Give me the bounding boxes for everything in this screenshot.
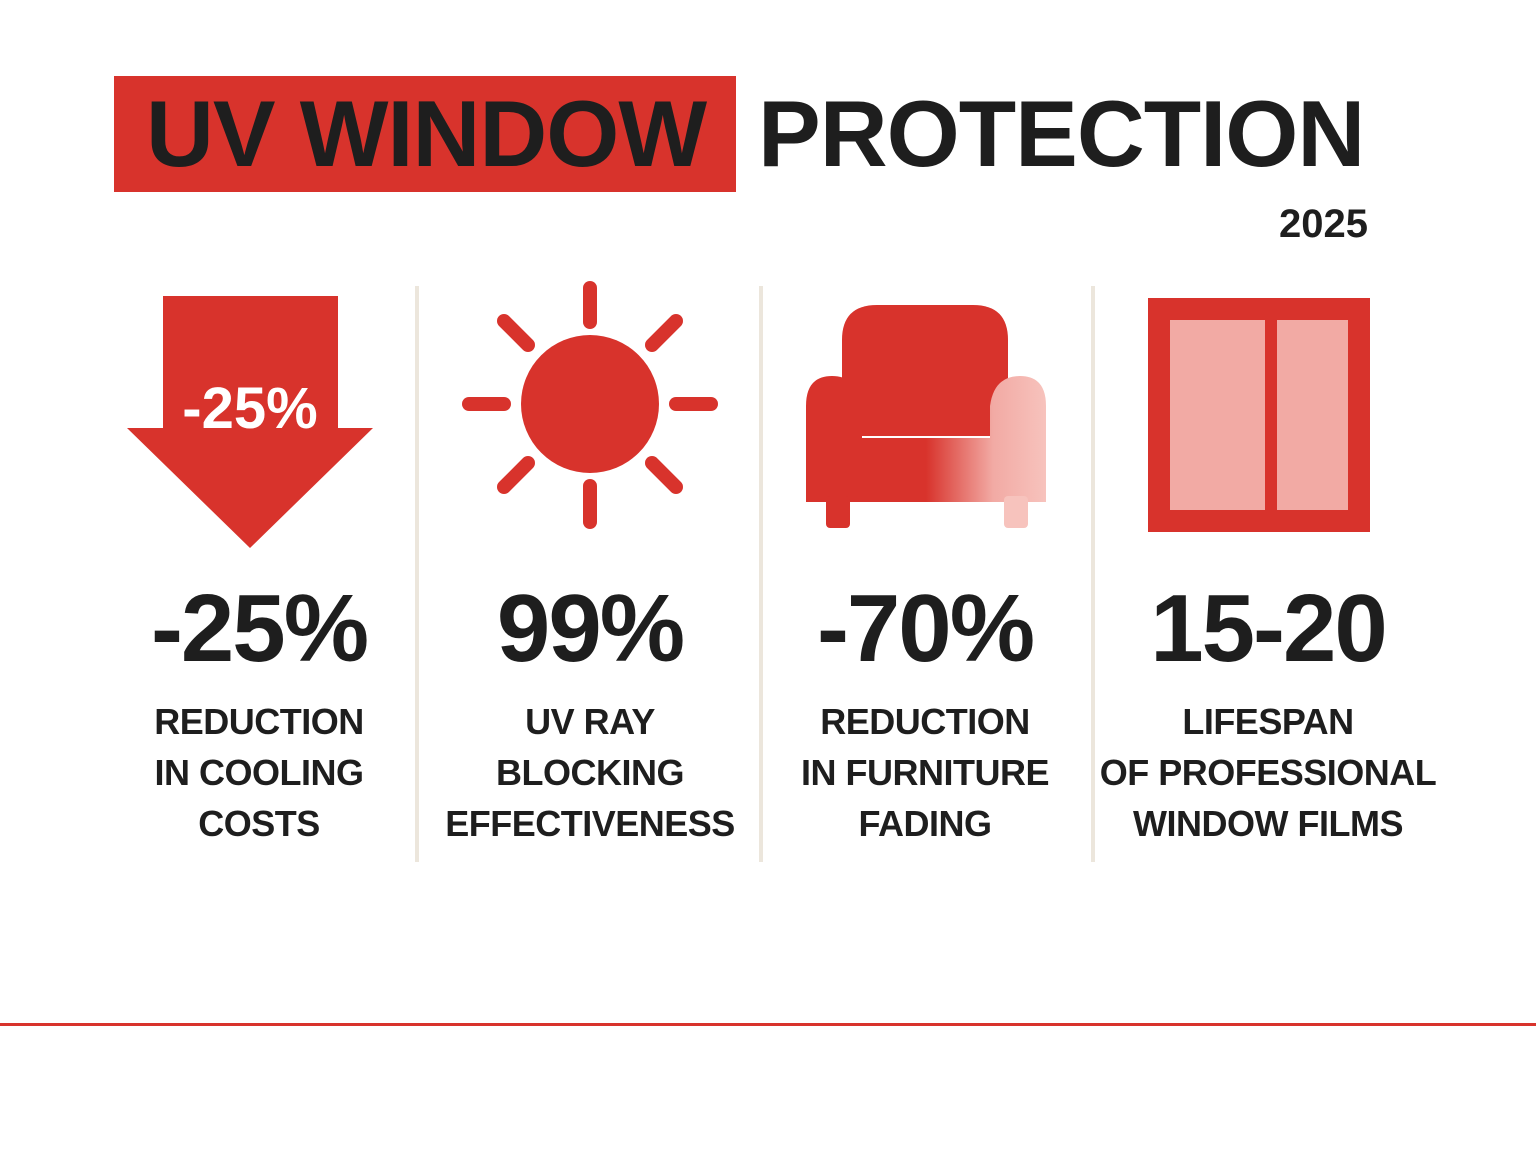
stat-description-line: IN FURNITURE bbox=[801, 752, 1050, 793]
stat-description-line: EFFECTIVENESS bbox=[445, 803, 735, 844]
down-arrow-icon: -25% bbox=[114, 280, 404, 550]
arrow-label: -25% bbox=[182, 376, 317, 441]
stat-description-line: UV RAY bbox=[525, 701, 655, 742]
stat-description: LIFESPAN OF PROFESSIONAL WINDOW FILMS bbox=[1100, 696, 1437, 849]
sun-icon-graphic bbox=[462, 281, 718, 529]
title-rest-text: PROTECTION bbox=[758, 81, 1365, 186]
bottom-rule bbox=[0, 1023, 1536, 1026]
stat-description-line: IN COOLING bbox=[154, 752, 365, 793]
sun-icon bbox=[440, 280, 740, 550]
armchair-icon-graphic bbox=[806, 305, 1046, 528]
window-icon-graphic bbox=[1148, 298, 1370, 532]
stat-value: 99% bbox=[496, 575, 685, 682]
column-divider bbox=[759, 286, 763, 862]
stat-description-line: OF PROFESSIONAL bbox=[1099, 752, 1437, 793]
column-divider bbox=[415, 286, 419, 862]
year-label: 2025 bbox=[1279, 202, 1368, 246]
stat-description: REDUCTION IN FURNITURE FADING bbox=[801, 696, 1050, 849]
armchair-icon bbox=[770, 280, 1080, 550]
stat-description-line: BLOCKING bbox=[496, 752, 685, 793]
window-icon bbox=[1110, 280, 1426, 550]
title-highlight-text: UV WINDOW bbox=[146, 81, 707, 186]
stat-card-uv-blocking: 99% UV RAY BLOCKING EFFECTIVENESS bbox=[440, 280, 740, 860]
stat-description-line: FADING bbox=[858, 803, 992, 844]
stat-description-line: LIFESPAN bbox=[1182, 701, 1354, 742]
stat-description: UV RAY BLOCKING EFFECTIVENESS bbox=[445, 696, 735, 849]
stat-description-line: WINDOW FILMS bbox=[1133, 803, 1403, 844]
down-arrow-icon-graphic: -25% bbox=[127, 296, 373, 548]
stat-value: -25% bbox=[150, 575, 369, 682]
stat-value: -70% bbox=[816, 575, 1035, 682]
column-divider bbox=[1091, 286, 1095, 862]
stat-value: 15-20 bbox=[1150, 575, 1388, 682]
page-title: UV WINDOW PROTECTION bbox=[146, 81, 1365, 186]
stat-description: REDUCTION IN COOLING COSTS bbox=[154, 696, 364, 849]
stat-card-cooling: -25% -25% REDUCTION IN COOLING COSTS bbox=[114, 280, 404, 860]
stat-description-line: COSTS bbox=[198, 803, 320, 844]
title-highlight-bar bbox=[114, 76, 736, 192]
stat-card-fading: -70% REDUCTION IN FURNITURE FADING bbox=[770, 280, 1080, 860]
stat-description-line: REDUCTION bbox=[154, 701, 364, 742]
stat-description-line: REDUCTION bbox=[820, 701, 1030, 742]
stat-card-lifespan: 15-20 LIFESPAN OF PROFESSIONAL WINDOW FI… bbox=[1100, 280, 1437, 860]
